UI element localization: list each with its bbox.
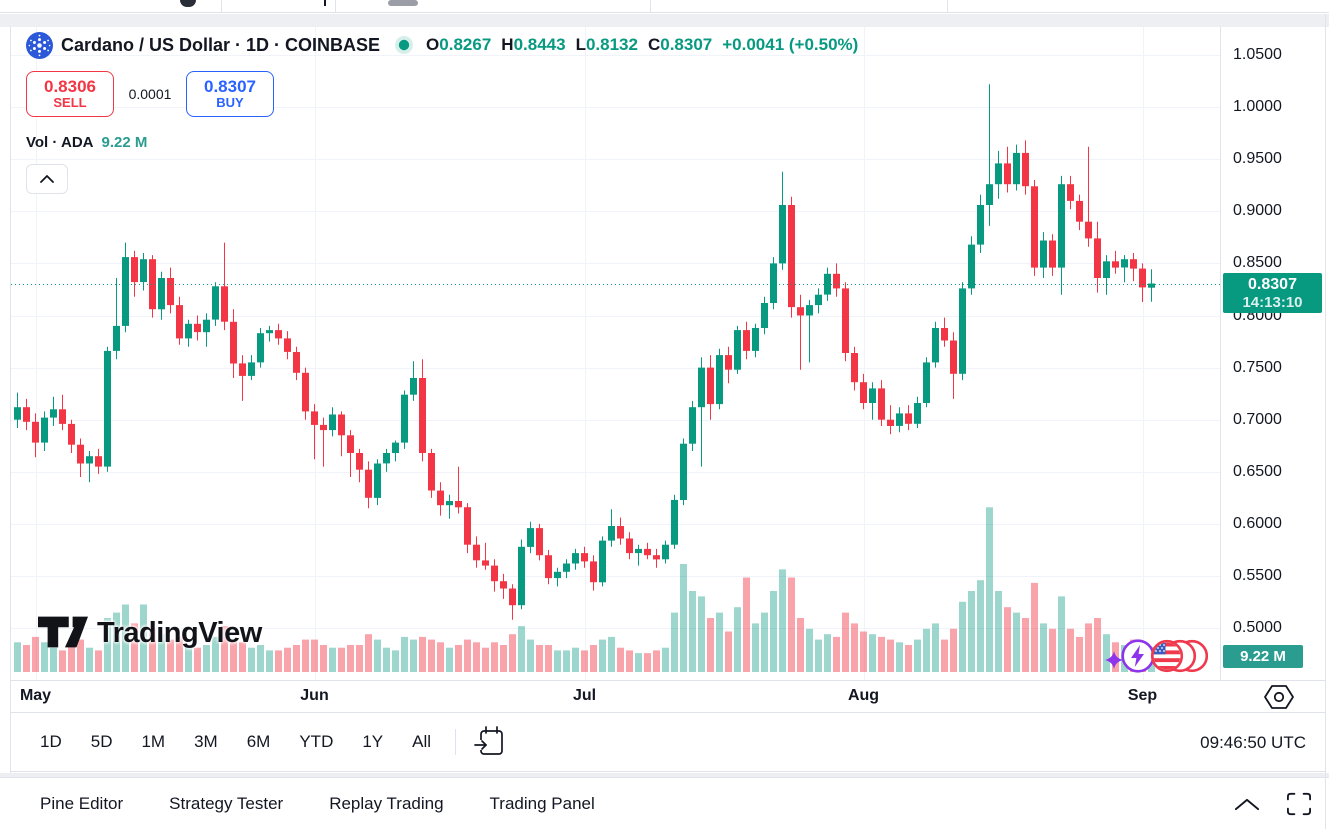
range-button-1m[interactable]: 1M xyxy=(139,728,167,756)
us-flag-events-icon xyxy=(1150,639,1209,673)
bottom-tab-replay-trading[interactable]: Replay Trading xyxy=(329,794,444,813)
toolbar-icon-fragment xyxy=(388,0,418,6)
toolbar-divider xyxy=(650,0,651,12)
pane-right-border xyxy=(1325,14,1326,829)
volume-badge: 9.22 M xyxy=(1223,645,1303,668)
range-button-1y[interactable]: 1Y xyxy=(360,728,385,756)
volume-value: 9.22 M xyxy=(101,134,148,151)
toolbar-divider xyxy=(221,0,222,12)
chevron-up-icon xyxy=(40,175,54,183)
maximize-icon xyxy=(1287,792,1311,816)
bottom-panel: Pine Editor Strategy Tester Replay Trading… xyxy=(0,777,1329,829)
chart-top-band xyxy=(0,14,1329,27)
chart-event-icons[interactable] xyxy=(1100,632,1212,680)
bottom-panel-tabs: Pine Editor Strategy Tester Replay Trading… xyxy=(40,778,595,829)
pane-left-border xyxy=(10,14,11,773)
price-tick-1.0500: 1.0500 xyxy=(1233,46,1282,63)
sparkle-icon xyxy=(1105,651,1123,669)
toolbar-icon-fragment xyxy=(180,0,196,7)
time-axis[interactable]: May Jun Jul Aug Sep xyxy=(10,680,1325,712)
range-button-1d[interactable]: 1D xyxy=(38,728,64,756)
top-toolbar-strip xyxy=(0,0,1329,13)
legend-ohlc-O: O0.8267 xyxy=(426,35,492,54)
price-tick-0.5000: 0.5000 xyxy=(1233,619,1282,637)
sell-label: SELL xyxy=(53,95,87,111)
panel-separator xyxy=(0,773,1329,777)
toolbar-divider xyxy=(947,0,948,12)
legend-change: +0.0041 (+0.50%) xyxy=(722,35,859,54)
buy-price: 0.8307 xyxy=(204,76,256,96)
volume-label: Vol · ADA xyxy=(26,134,94,151)
buy-label: BUY xyxy=(216,95,244,111)
price-scale-hexagon-icon[interactable] xyxy=(1262,683,1296,711)
price-axis[interactable]: 1.0500 1.0000 0.9500 0.9000 0.8500 0.8000 0.75… xyxy=(1220,27,1325,680)
lightning-event-icon xyxy=(1121,639,1155,673)
legend-ohlc-values: O0.8267 H0.8443 L0.8132 C0.8307 +0.0041 (+0.… xyxy=(426,35,858,55)
bottom-tab-trading-panel[interactable]: Trading Panel xyxy=(489,794,595,813)
go-to-date-button[interactable] xyxy=(472,725,506,759)
sell-price: 0.8306 xyxy=(44,76,96,96)
price-tick-0.6000: 0.6000 xyxy=(1233,514,1282,532)
volume-indicator-legend[interactable]: Vol · ADA 9.22 M xyxy=(26,134,858,151)
volume-series xyxy=(14,507,1155,672)
time-label-Aug: Aug xyxy=(847,687,880,704)
cardano-logo xyxy=(26,31,53,59)
bar-countdown: 14:13:10 xyxy=(1242,293,1303,311)
bottom-tab-pine-editor[interactable]: Pine Editor xyxy=(40,794,124,813)
legend-ohlc-C: C0.8307 xyxy=(647,35,713,54)
timezone-clock[interactable]: 09:46:50 UTC xyxy=(1200,733,1306,752)
last-price-badge: 0.8307 14:13:10 xyxy=(1223,272,1322,313)
time-label-May: May xyxy=(19,687,52,704)
time-label-Jul: Jul xyxy=(572,687,597,704)
time-label-Sep: Sep xyxy=(1127,687,1158,704)
chart-legend: Cardano / US Dollar · 1D · COINBASE O0.8… xyxy=(26,30,858,194)
toolbar-divider xyxy=(335,0,336,12)
buy-button[interactable]: 0.8307 BUY xyxy=(186,71,274,117)
market-status-dot[interactable] xyxy=(394,35,414,55)
price-tick-0.9500: 0.9500 xyxy=(1233,150,1282,168)
price-tick-0.9000: 0.9000 xyxy=(1233,202,1282,220)
range-button-ytd[interactable]: YTD xyxy=(297,728,335,756)
price-tick-0.7500: 0.7500 xyxy=(1233,358,1282,376)
symbol-title[interactable]: Cardano / US Dollar · 1D · COINBASE xyxy=(61,34,381,55)
bid-ask-spread: 0.0001 xyxy=(128,86,172,102)
bottom-tab-strategy-tester[interactable]: Strategy Tester xyxy=(169,794,284,813)
range-button-6m[interactable]: 6M xyxy=(245,728,273,756)
price-tick-1.0000: 1.0000 xyxy=(1233,98,1282,116)
time-label-Jun: Jun xyxy=(300,687,329,704)
go-to-date-calendar-icon xyxy=(474,726,503,755)
date-range-buttons: 1D 5D 1M 3M 6M YTD 1Y All xyxy=(38,728,433,756)
legend-ohlc-H: H0.8443 xyxy=(501,35,566,54)
price-tick-0.5500: 0.5500 xyxy=(1233,567,1282,584)
expand-panel-button[interactable] xyxy=(1234,797,1260,812)
maximize-panel-button[interactable] xyxy=(1286,792,1312,816)
candlestick-series xyxy=(14,84,1155,620)
tradingview-logo-icon xyxy=(38,616,88,648)
range-button-3m[interactable]: 3M xyxy=(192,728,220,756)
tradingview-watermark: TradingView xyxy=(38,614,262,652)
price-tick-0.8500: 0.8500 xyxy=(1233,254,1282,272)
toolbar-divider xyxy=(455,729,457,755)
price-tick-0.6500: 0.6500 xyxy=(1233,462,1282,480)
bottom-range-toolbar: 1D 5D 1M 3M 6M YTD 1Y All 09:46:50 UTC xyxy=(10,712,1325,772)
sell-button[interactable]: 0.8306 SELL xyxy=(26,71,114,117)
toolbar-icon-fragment xyxy=(324,0,326,6)
collapse-legend-button[interactable] xyxy=(26,164,68,194)
watermark-text: TradingView xyxy=(97,616,262,649)
range-button-all[interactable]: All xyxy=(410,728,433,756)
legend-ohlc-L: L0.8132 xyxy=(575,35,638,54)
range-button-5d[interactable]: 5D xyxy=(89,728,115,756)
last-price-value: 0.8307 xyxy=(1248,275,1297,293)
chevron-up-icon xyxy=(1234,798,1260,810)
price-tick-0.7000: 0.7000 xyxy=(1233,410,1282,428)
